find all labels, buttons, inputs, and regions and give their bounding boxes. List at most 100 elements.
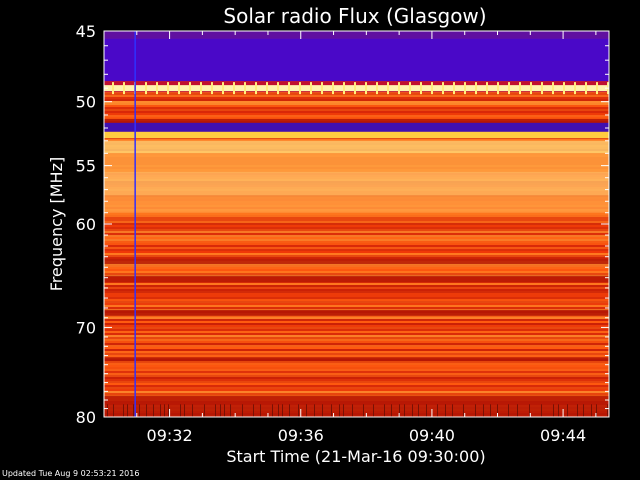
bright-line-tick bbox=[299, 82, 301, 95]
bright-line-tick bbox=[376, 82, 378, 95]
heatmap-row bbox=[104, 217, 609, 219]
heatmap-row bbox=[104, 139, 609, 141]
bright-line-tick bbox=[222, 82, 224, 95]
heatmap-row bbox=[104, 243, 609, 245]
low-flux-band bbox=[104, 38, 609, 82]
heatmap-row bbox=[104, 365, 609, 367]
heatmap-streak bbox=[322, 404, 323, 417]
heatmap-streak bbox=[399, 404, 400, 417]
heatmap-row bbox=[104, 295, 609, 297]
heatmap-row bbox=[104, 289, 609, 291]
heatmap-row bbox=[104, 363, 609, 365]
heatmap-row bbox=[104, 267, 609, 269]
heatmap-row bbox=[104, 361, 609, 363]
heatmap-row bbox=[104, 291, 609, 293]
heatmap-streak bbox=[253, 404, 254, 417]
heatmap-stripe bbox=[104, 395, 609, 417]
heatmap-row bbox=[104, 253, 609, 255]
heatmap-row bbox=[104, 381, 609, 383]
heatmap-row bbox=[104, 241, 609, 243]
heatmap-row bbox=[104, 287, 609, 289]
bright-line-tick bbox=[420, 82, 422, 95]
heatmap-row bbox=[104, 103, 609, 105]
heatmap-streak bbox=[192, 404, 193, 417]
heatmap-streak bbox=[204, 404, 205, 417]
x-tick-label: 09:36 bbox=[278, 426, 324, 445]
heatmap-streak bbox=[607, 404, 608, 417]
heatmap-row bbox=[104, 293, 609, 295]
heatmap-row bbox=[104, 351, 609, 353]
bright-line-tick bbox=[475, 82, 477, 95]
bright-line-tick bbox=[178, 82, 180, 95]
heatmap-row bbox=[104, 265, 609, 267]
bright-line-tick bbox=[343, 82, 345, 95]
heatmap-streak bbox=[583, 404, 584, 417]
heatmap-streak bbox=[363, 404, 364, 417]
heatmap-streak bbox=[164, 404, 165, 417]
heatmap-row bbox=[104, 319, 609, 321]
heatmap-streak bbox=[107, 404, 108, 417]
heatmap-streak bbox=[289, 404, 290, 417]
heatmap-streak bbox=[591, 404, 592, 417]
bright-line-tick bbox=[189, 82, 191, 95]
heatmap-row bbox=[104, 385, 609, 387]
bright-line-tick bbox=[354, 82, 356, 95]
heatmap-row bbox=[104, 237, 609, 239]
heatmap-streak bbox=[567, 404, 568, 417]
bright-line-tick bbox=[541, 82, 543, 95]
heatmap-row bbox=[104, 367, 609, 369]
bright-line-tick bbox=[552, 82, 554, 95]
heatmap-streak bbox=[339, 404, 340, 417]
heatmap-row bbox=[104, 219, 609, 221]
heatmap-row bbox=[104, 335, 609, 337]
chart-title: Solar radio Flux (Glasgow) bbox=[223, 4, 486, 28]
heatmap-streak bbox=[260, 404, 261, 417]
bright-line-tick bbox=[387, 82, 389, 95]
heatmap-row bbox=[104, 269, 609, 271]
heatmap-row bbox=[104, 251, 609, 253]
heatmap-streak bbox=[298, 404, 299, 417]
heatmap-streak bbox=[220, 404, 221, 417]
heatmap-row bbox=[104, 321, 609, 323]
bright-band-2 bbox=[104, 131, 609, 139]
heatmap-row bbox=[104, 339, 609, 341]
heatmap-streak bbox=[331, 404, 332, 417]
heatmap-row bbox=[104, 239, 609, 241]
heatmap-streak bbox=[463, 404, 464, 417]
heatmap-row bbox=[104, 373, 609, 375]
heatmap-row bbox=[104, 271, 609, 273]
heatmap-row bbox=[104, 111, 609, 113]
heatmap-streak bbox=[180, 404, 181, 417]
heatmap-row bbox=[104, 353, 609, 355]
heatmap-stripe bbox=[104, 275, 609, 282]
bright-line-tick bbox=[112, 82, 114, 95]
bright-line-tick bbox=[508, 82, 510, 95]
heatmap-streak bbox=[426, 404, 427, 417]
heatmap-row bbox=[104, 389, 609, 391]
heatmap-streak bbox=[404, 404, 405, 417]
bright-line-tick bbox=[277, 82, 279, 95]
heatmap-row bbox=[104, 107, 609, 109]
heatmap-streak bbox=[437, 404, 438, 417]
heatmap-streak bbox=[113, 404, 114, 417]
heatmap-row bbox=[104, 323, 609, 325]
heatmap-streak bbox=[508, 404, 509, 417]
heatmap-streak bbox=[596, 404, 597, 417]
bright-line bbox=[104, 85, 609, 92]
heatmap-stripe bbox=[104, 357, 609, 362]
bright-line-tick bbox=[574, 82, 576, 95]
heatmap-streak bbox=[391, 404, 392, 417]
heatmap-row bbox=[104, 113, 609, 115]
heatmap-streak bbox=[475, 404, 476, 417]
heatmap-streak bbox=[306, 404, 307, 417]
bright-line-tick bbox=[200, 82, 202, 95]
y-tick-label: 45 bbox=[76, 22, 96, 41]
heatmap-row bbox=[104, 375, 609, 377]
heatmap-streak bbox=[352, 404, 353, 417]
heatmap-row bbox=[104, 233, 609, 235]
bright-line-tick bbox=[332, 82, 334, 95]
bright-line-tick bbox=[519, 82, 521, 95]
heatmap-streak bbox=[314, 404, 315, 417]
heatmap-row bbox=[104, 379, 609, 381]
heatmap-row bbox=[104, 225, 609, 227]
